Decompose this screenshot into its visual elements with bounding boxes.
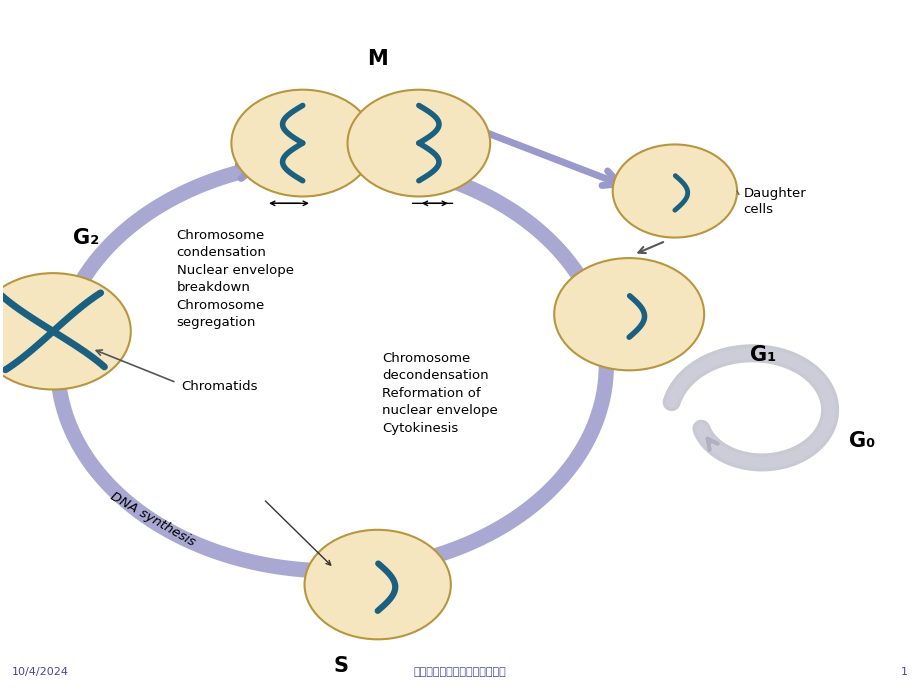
Text: Chromosome
condensation
Nuclear envelope
breakdown
Chromosome
segregation: Chromosome condensation Nuclear envelope…: [176, 228, 293, 329]
Text: DNA synthesis: DNA synthesis: [108, 490, 198, 549]
Text: Daughter
cells: Daughter cells: [743, 187, 805, 216]
Text: 10/4/2024: 10/4/2024: [12, 667, 69, 677]
Text: Chromosome
decondensation
Reformation of
nuclear envelope
Cytokinesis: Chromosome decondensation Reformation of…: [382, 352, 497, 435]
Circle shape: [0, 273, 130, 389]
Circle shape: [304, 530, 450, 640]
Circle shape: [347, 90, 490, 197]
Circle shape: [232, 90, 374, 197]
Text: 1: 1: [900, 667, 907, 677]
Text: S: S: [334, 656, 348, 676]
Text: 常见化疗药物的使用顺序和机理: 常见化疗药物的使用顺序和机理: [414, 667, 505, 677]
Text: M: M: [367, 49, 388, 69]
Text: G₁: G₁: [749, 345, 776, 365]
Text: G₀: G₀: [847, 431, 874, 451]
Text: G₂: G₂: [73, 228, 98, 248]
Text: Chromatids: Chromatids: [181, 380, 257, 393]
Circle shape: [553, 258, 703, 371]
Circle shape: [612, 144, 736, 237]
